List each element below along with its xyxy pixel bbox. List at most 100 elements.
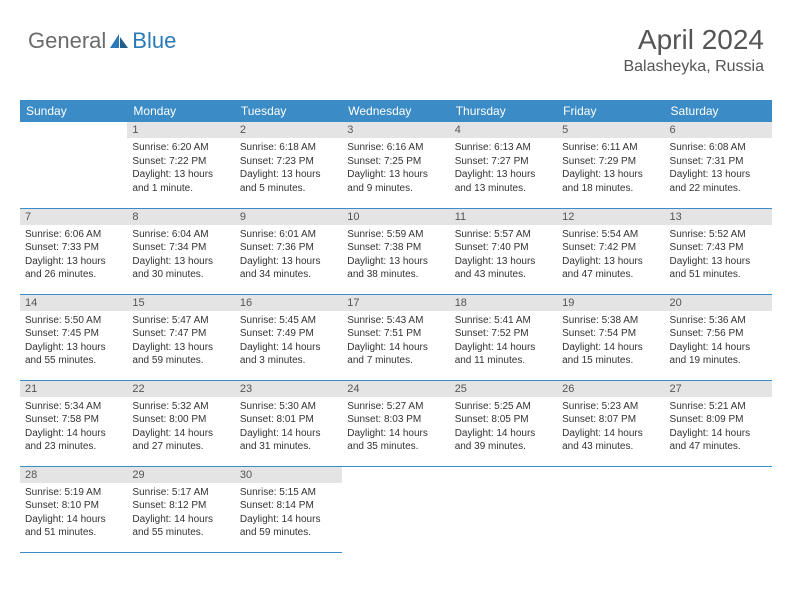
- daylight-line: Daylight: 13 hours and 1 minute.: [132, 169, 213, 194]
- sunrise-line: Sunrise: 5:59 AM: [347, 229, 423, 240]
- day-details: Sunrise: 5:34 AMSunset: 7:58 PMDaylight:…: [20, 397, 127, 457]
- calendar-cell: [450, 466, 557, 552]
- sunset-line: Sunset: 8:00 PM: [132, 414, 206, 425]
- day-details: Sunrise: 6:01 AM Sunset: 7:36 PM Daylight:…: [235, 225, 342, 285]
- sunrise-line: Sunrise: 6:01 AM: [240, 229, 316, 240]
- day-number: 10: [342, 209, 449, 225]
- day-number: 12: [557, 209, 664, 225]
- sunrise-line: Sunrise: 6:08 AM: [670, 142, 746, 153]
- sunset-line: Sunset: 7:36 PM: [240, 242, 314, 253]
- sunrise-line: Sunrise: 6:06 AM: [25, 229, 101, 240]
- day-number: 21: [20, 381, 127, 397]
- day-number: 16: [235, 295, 342, 311]
- sunset-line: Sunset: 8:12 PM: [132, 500, 206, 511]
- daylight-line: Daylight: 14 hours and 3 minutes.: [240, 342, 321, 367]
- location-label: Balasheyka, Russia: [623, 58, 764, 76]
- calendar-cell: 16Sunrise: 5:45 AMSunset: 7:49 PMDayligh…: [235, 294, 342, 380]
- daylight-line: Daylight: 14 hours and 39 minutes.: [455, 428, 536, 453]
- daylight-line: Daylight: 14 hours and 15 minutes.: [562, 342, 643, 367]
- sunset-line: Sunset: 7:43 PM: [670, 242, 744, 253]
- daylight-line: Daylight: 13 hours and 22 minutes.: [670, 169, 751, 194]
- day-details: Sunrise: 5:15 AMSunset: 8:14 PMDaylight:…: [235, 483, 342, 543]
- sunset-line: Sunset: 7:42 PM: [562, 242, 636, 253]
- calendar-cell: 17Sunrise: 5:43 AMSunset: 7:51 PMDayligh…: [342, 294, 449, 380]
- sunrise-line: Sunrise: 5:54 AM: [562, 229, 638, 240]
- day-details: Sunrise: 5:43 AMSunset: 7:51 PMDaylight:…: [342, 311, 449, 371]
- sunset-line: Sunset: 8:01 PM: [240, 414, 314, 425]
- day-details: Sunrise: 5:52 AMSunset: 7:43 PMDaylight:…: [665, 225, 772, 285]
- calendar-cell: 11Sunrise: 5:57 AMSunset: 7:40 PMDayligh…: [450, 208, 557, 294]
- day-number: 23: [235, 381, 342, 397]
- calendar-cell: 23Sunrise: 5:30 AMSunset: 8:01 PMDayligh…: [235, 380, 342, 466]
- day-number: 28: [20, 467, 127, 483]
- calendar-row: 21Sunrise: 5:34 AMSunset: 7:58 PMDayligh…: [20, 380, 772, 466]
- day-number: 15: [127, 295, 234, 311]
- day-details: Sunrise: 5:23 AMSunset: 8:07 PMDaylight:…: [557, 397, 664, 457]
- calendar-cell: [557, 466, 664, 552]
- sunrise-line: Sunrise: 5:38 AM: [562, 315, 638, 326]
- sunset-line: Sunset: 7:27 PM: [455, 156, 529, 167]
- sunset-line: Sunset: 7:47 PM: [132, 328, 206, 339]
- day-details: Sunrise: 6:08 AMSunset: 7:31 PMDaylight:…: [665, 138, 772, 198]
- day-number: 30: [235, 467, 342, 483]
- day-details: Sunrise: 5:17 AMSunset: 8:12 PMDaylight:…: [127, 483, 234, 543]
- day-details: Sunrise: 5:19 AMSunset: 8:10 PMDaylight:…: [20, 483, 127, 543]
- sunset-line: Sunset: 7:25 PM: [347, 156, 421, 167]
- sunrise-line: Sunrise: 5:21 AM: [670, 401, 746, 412]
- weekday-header: Saturday: [665, 100, 772, 122]
- calendar-cell: 22Sunrise: 5:32 AMSunset: 8:00 PMDayligh…: [127, 380, 234, 466]
- day-details: Sunrise: 6:18 AMSunset: 7:23 PMDaylight:…: [235, 138, 342, 198]
- sunset-line: Sunset: 8:05 PM: [455, 414, 529, 425]
- day-number: 1: [127, 122, 234, 138]
- weekday-header: Sunday: [20, 100, 127, 122]
- day-details: Sunrise: 5:47 AMSunset: 7:47 PMDaylight:…: [127, 311, 234, 371]
- day-number: 8: [127, 209, 234, 225]
- daylight-line: Daylight: 14 hours and 19 minutes.: [670, 342, 751, 367]
- calendar-cell: 9Sunrise: 6:01 AMSunset: 7:36 PMDaylight…: [235, 208, 342, 294]
- calendar-row: 14Sunrise: 5:50 AMSunset: 7:45 PMDayligh…: [20, 294, 772, 380]
- day-details: Sunrise: 6:16 AMSunset: 7:25 PMDaylight:…: [342, 138, 449, 198]
- day-details: Sunrise: 6:13 AMSunset: 7:27 PMDaylight:…: [450, 138, 557, 198]
- calendar-cell: 26Sunrise: 5:23 AMSunset: 8:07 PMDayligh…: [557, 380, 664, 466]
- calendar-cell: [665, 466, 772, 552]
- calendar-cell: 1Sunrise: 6:20 AMSunset: 7:22 PMDaylight…: [127, 122, 234, 208]
- day-number: 5: [557, 122, 664, 138]
- day-number: 24: [342, 381, 449, 397]
- sunset-line: Sunset: 7:40 PM: [455, 242, 529, 253]
- day-number: 22: [127, 381, 234, 397]
- sunrise-line: Sunrise: 5:19 AM: [25, 487, 101, 498]
- day-details: Sunrise: 6:06 AMSunset: 7:33 PMDaylight:…: [20, 225, 127, 285]
- day-number: 14: [20, 295, 127, 311]
- daylight-line: Daylight: 13 hours and 47 minutes.: [562, 256, 643, 281]
- sunset-line: Sunset: 7:49 PM: [240, 328, 314, 339]
- calendar-cell: 12 Sunrise: 5:54 AM Sunset: 7:42 PM Dayligh…: [557, 208, 664, 294]
- calendar-cell: 7Sunrise: 6:06 AMSunset: 7:33 PMDaylight…: [20, 208, 127, 294]
- sunrise-line: Sunrise: 6:20 AM: [132, 142, 208, 153]
- day-number: 25: [450, 381, 557, 397]
- day-number: 3: [342, 122, 449, 138]
- daylight-line: Daylight: 13 hours and 34 minutes.: [240, 256, 321, 281]
- brand-general: General: [28, 28, 106, 54]
- daylight-line: Daylight: 14 hours and 27 minutes.: [132, 428, 213, 453]
- day-details: Sunrise: 5:30 AMSunset: 8:01 PMDaylight:…: [235, 397, 342, 457]
- sunset-line: Sunset: 7:29 PM: [562, 156, 636, 167]
- sunset-line: Sunset: 8:07 PM: [562, 414, 636, 425]
- day-details: Sunrise: 5:45 AMSunset: 7:49 PMDaylight:…: [235, 311, 342, 371]
- sunrise-line: Sunrise: 5:27 AM: [347, 401, 423, 412]
- day-number: 18: [450, 295, 557, 311]
- sunrise-line: Sunrise: 6:11 AM: [562, 142, 637, 153]
- weekday-header: Thursday: [450, 100, 557, 122]
- calendar-cell: 25Sunrise: 5:25 AMSunset: 8:05 PMDayligh…: [450, 380, 557, 466]
- day-number: 6: [665, 122, 772, 138]
- day-number: 27: [665, 381, 772, 397]
- daylight-line: Daylight: 13 hours and 51 minutes.: [670, 256, 751, 281]
- sunset-line: Sunset: 7:34 PM: [132, 242, 206, 253]
- sunset-line: Sunset: 7:54 PM: [562, 328, 636, 339]
- weekday-header: Friday: [557, 100, 664, 122]
- day-number: 20: [665, 295, 772, 311]
- calendar-cell: 20Sunrise: 5:36 AMSunset: 7:56 PMDayligh…: [665, 294, 772, 380]
- sunrise-line: Sunrise: 5:34 AM: [25, 401, 101, 412]
- day-number: 4: [450, 122, 557, 138]
- calendar-cell: [342, 466, 449, 552]
- day-details: Sunrise: 5:50 AMSunset: 7:45 PMDaylight:…: [20, 311, 127, 371]
